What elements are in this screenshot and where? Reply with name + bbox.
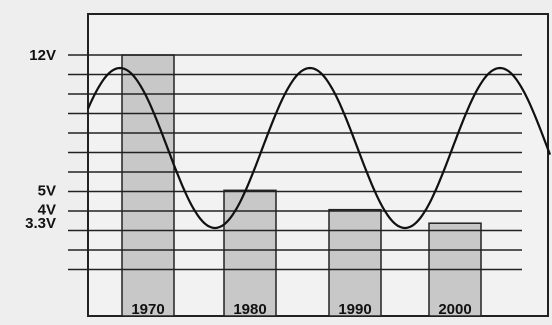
y-tick-label: 3.3V	[25, 215, 56, 232]
y-tick-label: 12V	[29, 47, 56, 64]
y-tick-label: 4V	[38, 202, 56, 219]
x-tick-label: 1990	[338, 301, 371, 318]
bar-1980	[223, 189, 277, 317]
x-tick-label: 1970	[131, 301, 164, 318]
y-tick-label: 5V	[38, 182, 56, 199]
grid-lines	[68, 54, 522, 271]
sine-wave-line	[86, 66, 552, 230]
x-tick-label: 1980	[233, 301, 266, 318]
bar-1990	[328, 208, 382, 317]
x-tick-label: 2000	[438, 301, 471, 318]
